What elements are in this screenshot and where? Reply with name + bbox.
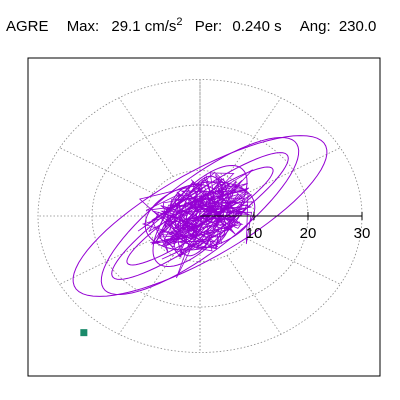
grid-spoke [226,97,282,177]
trace-loop [100,136,300,296]
max-unit-exponent: 2 [176,16,183,28]
end-marker-group [80,329,88,337]
angle-label: Ang: [299,18,331,35]
grid-spoke [246,147,341,194]
radial-tick-label: 10 [246,225,263,242]
plot-frame [27,57,381,377]
period-label: Per: [194,18,223,35]
radial-axis: 10 20 30 [200,212,370,242]
end-marker [80,329,88,337]
angle-value: 230.0 [338,18,377,35]
trace-scribble [137,169,255,279]
radial-tick-label: 20 [300,225,317,242]
period-value: 0.240 s [232,18,282,35]
max-value: 29.1 cm/s [111,18,177,35]
radial-tick-label: 30 [354,225,371,242]
max-label: Max: [66,18,100,35]
grid-spoke [59,238,154,285]
trace-loop [111,152,289,280]
grid-spoke [118,255,174,335]
title-bar: AGRE Max: 29.1 cm/s2 Per: 0.240 s Ang: 2… [6,16,377,35]
particle-motion-trace [72,135,328,297]
trace-loop [144,181,256,251]
station-code: AGRE [6,18,49,35]
grid-spoke [246,238,341,285]
grid-spoke [226,255,282,335]
